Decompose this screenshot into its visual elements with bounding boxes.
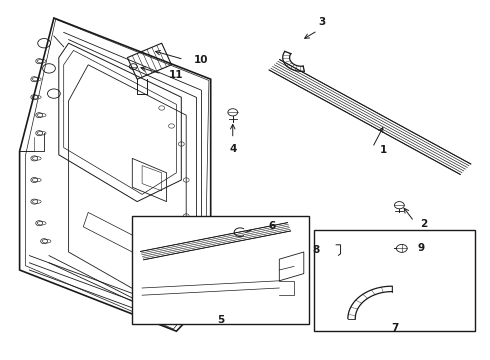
Bar (314, 230, 475, 331)
Bar (132, 216, 309, 324)
Text: 1: 1 (380, 145, 387, 156)
Text: 11: 11 (169, 69, 184, 80)
Text: 6: 6 (268, 221, 275, 231)
Text: 2: 2 (420, 219, 427, 229)
Text: 9: 9 (418, 243, 425, 253)
Text: 10: 10 (194, 55, 208, 66)
Text: 5: 5 (217, 315, 224, 325)
Text: 8: 8 (313, 245, 320, 255)
Text: 7: 7 (391, 323, 398, 333)
Text: 3: 3 (319, 17, 326, 27)
Text: 4: 4 (229, 144, 237, 154)
